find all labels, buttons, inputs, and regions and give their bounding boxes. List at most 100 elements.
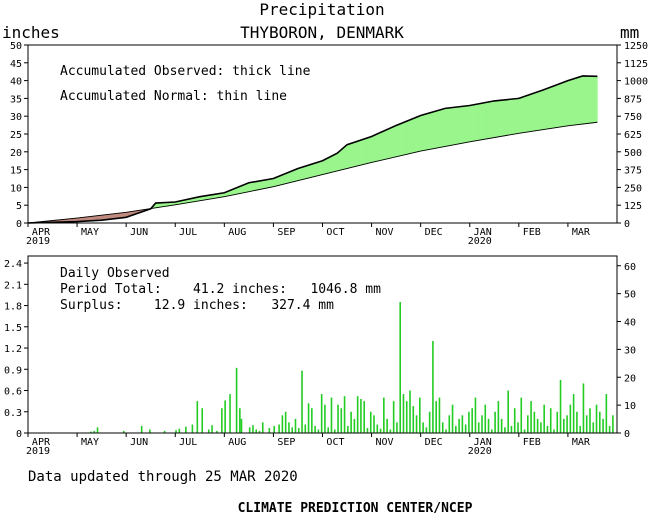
daily-bar xyxy=(207,429,210,433)
accumulated-fill-segment xyxy=(495,100,499,138)
daily-bar xyxy=(572,394,575,433)
y-tick-label-left: 5 xyxy=(16,201,22,212)
accumulated-fill-segment xyxy=(490,100,494,139)
y-tick-label-left: 0 xyxy=(16,219,22,230)
y-tick-label-left: 1.8 xyxy=(4,302,22,313)
legend-normal-note: Accumulated Normal: thin line xyxy=(60,89,287,104)
year-label: 2019 xyxy=(26,446,50,457)
accumulated-fill-segment xyxy=(589,75,593,124)
daily-bar xyxy=(595,404,598,433)
daily-bar xyxy=(235,367,238,433)
accumulated-fill-segment xyxy=(350,142,354,169)
accumulated-fill-segment xyxy=(535,91,539,132)
credit-line: CLIMATE PREDICTION CENTER/NCEP xyxy=(238,501,473,516)
daily-bar xyxy=(585,415,588,433)
y-tick-label-left: 0.6 xyxy=(4,387,22,398)
accumulated-fill-segment xyxy=(499,99,503,137)
accumulated-fill-segment xyxy=(568,79,572,127)
daily-bar xyxy=(317,429,320,433)
y-axis-label-left: inches xyxy=(2,23,60,42)
daily-bar xyxy=(294,418,297,433)
daily-bar xyxy=(376,424,379,433)
daily-bar xyxy=(392,401,395,433)
y-tick-label-right: 30 xyxy=(624,345,636,356)
daily-bar xyxy=(255,429,258,433)
y-tick-label-left: 30 xyxy=(10,112,22,123)
period-total-text: Period Total: 41.2 inches: 1046.8 mm xyxy=(60,282,381,297)
daily-bar xyxy=(471,408,473,433)
daily-bar xyxy=(140,425,143,433)
accumulated-fill-segment xyxy=(445,107,449,147)
daily-bar xyxy=(409,390,411,433)
y-tick-label-left: 40 xyxy=(10,77,22,88)
accumulated-fill-segment xyxy=(407,119,411,155)
daily-bar xyxy=(491,429,493,433)
accumulated-fill-segment xyxy=(516,97,520,135)
y-axis-label-right: mm xyxy=(620,23,639,42)
accumulated-fill-segment xyxy=(378,131,382,162)
y-tick-label-right: 1125 xyxy=(624,59,648,70)
x-tick-label: FEB xyxy=(523,227,541,238)
y-tick-label-right: 1000 xyxy=(624,77,648,88)
accumulated-fill-segment xyxy=(336,151,340,172)
accumulated-fill-segment xyxy=(260,179,264,190)
accumulated-fill-segment xyxy=(523,95,527,133)
y-tick-label-right: 375 xyxy=(624,166,642,177)
accumulated-fill-segment xyxy=(345,143,349,170)
daily-bar xyxy=(340,408,343,433)
daily-bar xyxy=(569,404,572,433)
accumulated-fill-segment xyxy=(578,76,582,125)
daily-bar xyxy=(419,397,421,433)
accumulated-fill-segment xyxy=(359,139,363,166)
accumulated-fill-segment xyxy=(435,109,439,149)
y-tick-label-left: 15 xyxy=(10,166,22,177)
accumulated-fill-segment xyxy=(312,162,316,178)
accumulated-fill-segment xyxy=(461,105,465,144)
y-tick-label-right: 1250 xyxy=(624,41,648,52)
daily-bar xyxy=(330,397,333,433)
daily-bar xyxy=(517,422,519,433)
year-label: 2020 xyxy=(468,236,492,247)
y-tick-label-right: 750 xyxy=(624,112,642,123)
x-tick-label: FEB xyxy=(523,437,541,448)
daily-bar xyxy=(273,425,276,433)
daily-bar xyxy=(185,426,187,433)
daily-bar xyxy=(201,408,204,433)
daily-bar xyxy=(175,430,177,433)
daily-bar xyxy=(553,429,555,433)
accumulated-fill-segment xyxy=(402,121,406,156)
daily-bar xyxy=(428,411,431,433)
accumulated-fill-segment xyxy=(248,182,252,193)
daily-bars xyxy=(90,302,614,433)
daily-bar xyxy=(559,379,562,433)
accumulated-fill-segment xyxy=(533,92,536,132)
y-tick-label-right: 0 xyxy=(624,219,630,230)
y-tick-label-right: 20 xyxy=(624,373,636,384)
accumulated-fill-segment xyxy=(551,85,555,129)
x-tick-label: MAR xyxy=(572,227,591,238)
accumulated-fill-segment xyxy=(419,114,423,152)
daily-bar xyxy=(612,415,614,433)
daily-bar xyxy=(297,428,300,433)
accumulated-fill-segment xyxy=(487,101,491,139)
y-tick-label-left: 1.5 xyxy=(4,323,22,334)
daily-bar xyxy=(494,411,496,433)
daily-bar xyxy=(353,418,356,433)
daily-bar xyxy=(402,394,405,433)
daily-bar xyxy=(474,397,477,433)
accumulated-fill-segment xyxy=(582,75,586,125)
accumulated-fill-segment xyxy=(366,136,370,164)
daily-bar xyxy=(281,415,284,433)
y-tick-label-right: 125 xyxy=(624,201,642,212)
accumulated-fill-segment xyxy=(412,117,415,154)
accumulated-fill-segment xyxy=(514,98,518,135)
accumulated-fill-segment xyxy=(466,105,470,143)
accumulated-fill-segment xyxy=(464,105,468,144)
accumulated-fill-segment xyxy=(563,80,567,127)
daily-bar xyxy=(356,396,359,433)
daily-bar xyxy=(307,403,310,433)
accumulated-fill-segment xyxy=(540,89,544,131)
accumulated-fill-segment xyxy=(328,155,332,174)
accumulated-fill-segment xyxy=(355,140,359,167)
accumulated-fill-segment xyxy=(530,92,534,132)
